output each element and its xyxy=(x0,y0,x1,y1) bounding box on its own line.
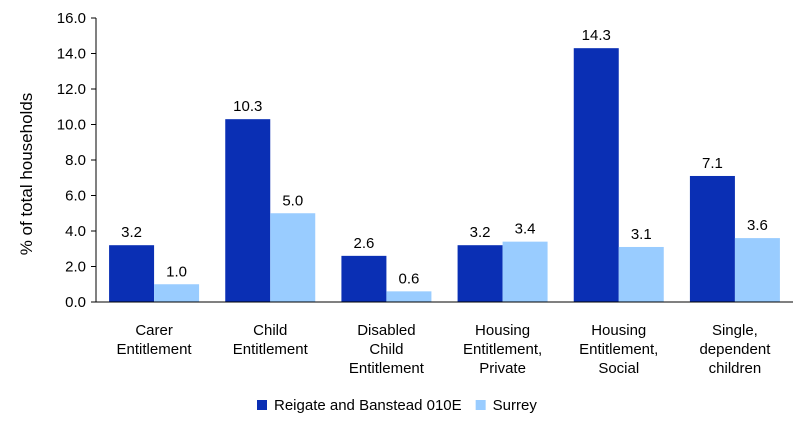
data-label: 2.6 xyxy=(353,235,374,252)
legend: Reigate and Banstead 010E Surrey xyxy=(257,397,537,414)
y-tick-label: 12.0 xyxy=(57,81,86,98)
bar xyxy=(154,284,200,302)
category-label: Entitlement xyxy=(349,360,425,377)
legend-label: Reigate and Banstead 010E xyxy=(274,397,462,414)
bar xyxy=(341,255,387,302)
data-label: 3.2 xyxy=(121,224,142,241)
category-label: Disabled xyxy=(357,322,415,339)
data-label: 5.0 xyxy=(282,192,303,209)
bar xyxy=(457,245,503,302)
bar xyxy=(618,246,664,302)
bars xyxy=(109,48,780,302)
legend-swatch xyxy=(475,400,486,410)
category-label: children xyxy=(709,360,762,377)
y-tick-label: 14.0 xyxy=(57,46,86,63)
bar xyxy=(225,119,271,302)
data-label: 3.2 xyxy=(470,224,491,241)
data-label: 1.0 xyxy=(166,263,187,280)
category-label: Single, xyxy=(712,322,758,339)
data-label: 7.1 xyxy=(702,155,723,172)
legend-label: Surrey xyxy=(493,397,538,414)
bar xyxy=(502,241,548,302)
data-label: 14.3 xyxy=(582,27,611,44)
category-label: Entitlement xyxy=(233,341,309,358)
category-label: Social xyxy=(598,360,639,377)
data-labels: 3.2 10.3 2.6 3.2 14.3 7.1 1.0 5.0 0.6 3.4 3.1 3.6 xyxy=(121,27,768,287)
category-label: Child xyxy=(369,341,403,358)
category-label: Entitlement, xyxy=(579,341,658,358)
data-label: 3.6 xyxy=(747,217,768,234)
bar xyxy=(689,175,735,302)
y-tick-label: 6.0 xyxy=(65,188,86,205)
category-label: Housing xyxy=(591,322,646,339)
y-axis: 0.0 2.0 4.0 6.0 8.0 10.0 12.0 14.0 16.0 xyxy=(57,10,97,311)
category-label: Private xyxy=(479,360,526,377)
category-label: Carer xyxy=(135,322,173,339)
category-label: Housing xyxy=(475,322,530,339)
y-tick-label: 16.0 xyxy=(57,10,86,27)
legend-swatch xyxy=(257,400,267,410)
y-tick-label: 0.0 xyxy=(65,294,86,311)
y-axis-title: % of total households xyxy=(17,93,36,256)
y-tick-label: 2.0 xyxy=(65,259,86,276)
category-label: Entitlement, xyxy=(463,341,542,358)
data-label: 10.3 xyxy=(233,98,262,115)
x-axis: Carer Entitlement Child Entitlement Disabled… xyxy=(117,322,772,377)
bar xyxy=(573,48,619,302)
y-tick-label: 8.0 xyxy=(65,152,86,169)
data-label: 3.4 xyxy=(515,221,536,238)
bar xyxy=(270,213,316,302)
bar xyxy=(734,238,780,302)
y-tick-label: 4.0 xyxy=(65,223,86,240)
y-tick-label: 10.0 xyxy=(57,117,86,134)
category-label: dependent xyxy=(699,341,771,358)
data-label: 0.6 xyxy=(398,270,419,287)
category-label: Child xyxy=(253,322,287,339)
data-label: 3.1 xyxy=(631,226,652,243)
bar xyxy=(386,291,432,302)
category-label: Entitlement xyxy=(117,341,193,358)
bar xyxy=(109,245,155,302)
